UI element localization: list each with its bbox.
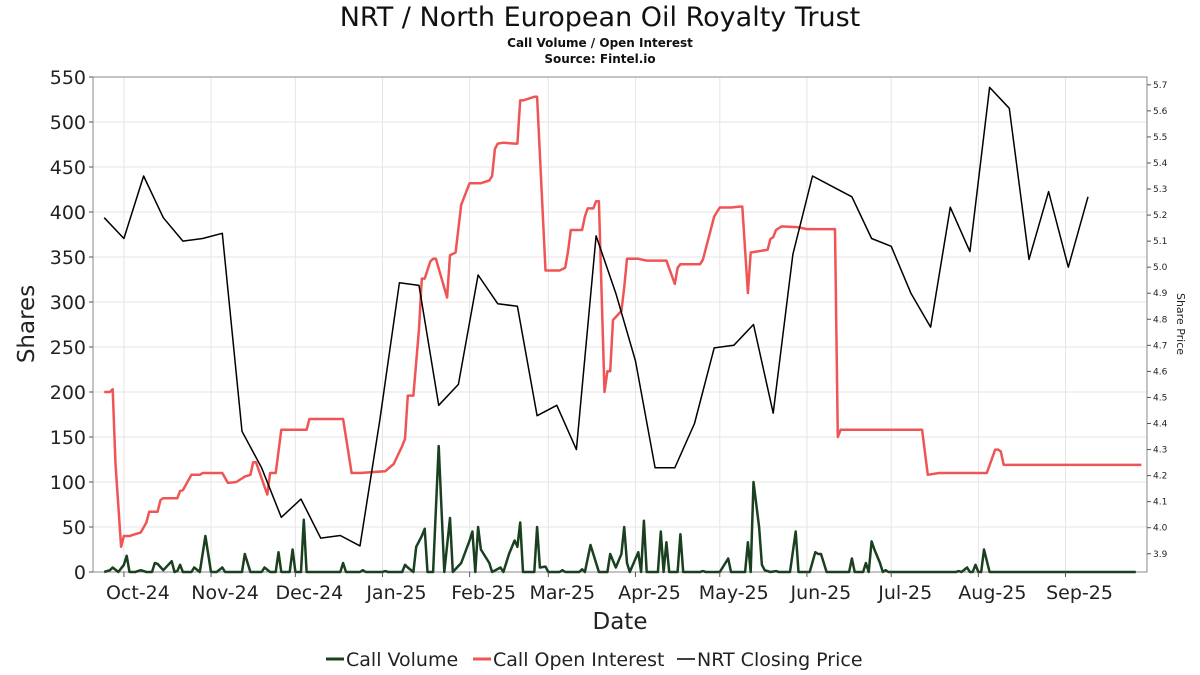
y2-tick-label: 4.0 (1153, 524, 1168, 534)
y-tick-label: 50 (62, 517, 86, 539)
x-tick-label: May-25 (699, 582, 769, 604)
y-tick-label: 200 (50, 382, 86, 404)
legend-label-call-open-interest: Call Open Interest (493, 649, 665, 671)
y-tick-label: 300 (50, 292, 86, 314)
chart-title: NRT / North European Oil Royalty Trust (340, 2, 861, 33)
x-axis-ticks: Oct-24 Nov-24 Dec-24 Jan-25 Feb-25 Mar-25 Apr-… (106, 572, 1113, 604)
y2-tick-label: 4.5 (1153, 393, 1167, 403)
y2-tick-label: 3.9 (1153, 550, 1168, 560)
y2-tick-label: 5.1 (1153, 237, 1167, 247)
y2-axis-label: Share Price (1174, 293, 1187, 355)
y2-tick-label: 5.5 (1153, 133, 1167, 143)
y-tick-label: 0 (74, 562, 86, 584)
x-tick-label: Sep-25 (1046, 582, 1113, 604)
y2-tick-label: 5.3 (1153, 185, 1167, 195)
y2-tick-label: 4.4 (1153, 420, 1168, 430)
legend-item-call-open-interest: Call Open Interest (473, 649, 665, 671)
series-line-call-open-interest (104, 95, 1142, 549)
y2-tick-label: 5.2 (1153, 211, 1167, 221)
y2-tick-label: 4.9 (1153, 289, 1168, 299)
y2-tick-label: 4.8 (1153, 315, 1168, 325)
y-tick-label: 150 (50, 427, 86, 449)
y2-tick-label: 4.7 (1153, 341, 1167, 351)
y2-tick-label: 4.2 (1153, 472, 1167, 482)
y2-tick-label: 5.6 (1153, 107, 1168, 117)
x-tick-label: Jun-25 (790, 582, 852, 604)
legend-label-call-volume: Call Volume (346, 649, 458, 671)
y2-tick-label: 4.1 (1153, 498, 1167, 508)
plot-frame (92, 76, 1148, 573)
y-tick-label: 400 (50, 202, 86, 224)
x-tick-label: Dec-24 (275, 582, 343, 604)
y2-tick-label: 5.7 (1153, 81, 1167, 91)
y-tick-label: 550 (50, 67, 86, 89)
x-tick-label: Oct-24 (106, 582, 170, 604)
series-layer (103, 86, 1142, 574)
legend-label-nrt-closing-price: NRT Closing Price (697, 649, 863, 671)
y-tick-label: 450 (50, 157, 86, 179)
x-tick-label: Aug-25 (958, 582, 1026, 604)
chart-subtitle: Call Volume / Open Interest (507, 36, 693, 50)
y-tick-label: 500 (50, 112, 86, 134)
y2-tick-label: 5.0 (1153, 263, 1168, 273)
series-line-call-volume (103, 444, 1136, 574)
x-tick-label: Jul-25 (877, 582, 932, 604)
y-tick-label: 250 (50, 337, 86, 359)
y2-tick-label: 4.3 (1153, 446, 1167, 456)
y2-tick-label: 5.4 (1153, 159, 1168, 169)
x-tick-label: Feb-25 (451, 582, 516, 604)
x-tick-label: Nov-24 (191, 582, 259, 604)
right-axis-ticks: 3.9 4.0 4.1 4.2 4.3 4.4 4.5 4.6 4.7 4.8 4.9 5.0 5.1 5… (1147, 81, 1168, 560)
legend-item-nrt-closing-price: NRT Closing Price (677, 649, 863, 671)
x-tick-label: Mar-25 (529, 582, 595, 604)
x-tick-label: Jan-25 (365, 582, 426, 604)
series-line-nrt-closing-price (103, 86, 1089, 547)
grid-layer (93, 76, 1147, 573)
legend: Call Volume Call Open Interest NRT Closi… (326, 649, 863, 671)
chart-source: Source: Fintel.io (544, 52, 655, 66)
y-tick-label: 350 (50, 247, 86, 269)
legend-item-call-volume: Call Volume (326, 649, 458, 671)
x-tick-label: Apr-25 (618, 582, 681, 604)
y-axis-label: Shares (14, 285, 40, 363)
x-axis-label: Date (593, 609, 648, 635)
left-axis-ticks: 0 50 100 150 200 250 300 350 400 450 500 550 (50, 67, 93, 584)
y-tick-label: 100 (50, 472, 86, 494)
y2-tick-label: 4.6 (1153, 367, 1168, 377)
